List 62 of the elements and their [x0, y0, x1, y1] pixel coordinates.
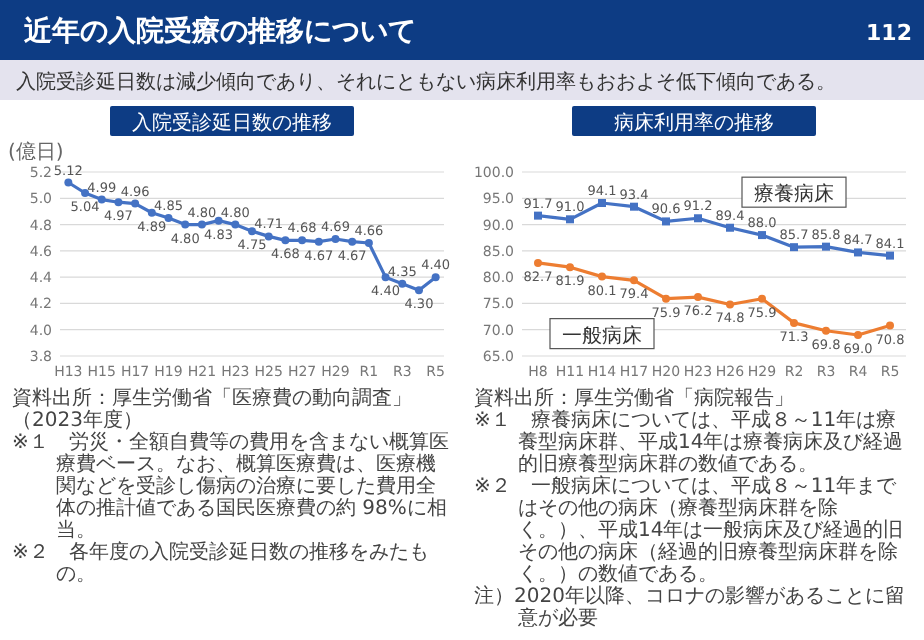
point	[822, 326, 830, 335]
text: 資料出所：厚生労働省「病院報告」	[474, 388, 796, 410]
point	[598, 199, 606, 208]
point	[114, 198, 123, 207]
point	[97, 195, 106, 204]
point	[566, 263, 574, 272]
text: ※２ 一般病床については、平成８～11年まではその他の病床（療養型病床群を除く。）、平成14年は一般病床及び経過的旧その他の病床（経過的旧療養型病床群を除く。）の数値である。	[474, 476, 906, 586]
point	[758, 294, 766, 303]
y-axis-title: (億日)	[8, 140, 64, 164]
text: ※１ 療養病床については、平成８～11年は療養型病床群、平成14年は療養病床及び経過的旧療養型病床群の数値である。	[474, 410, 906, 476]
point	[758, 231, 766, 240]
point	[314, 237, 323, 246]
point	[534, 211, 542, 220]
text: ※２ 各年度の入院受診延日数の推移をみたもの。	[12, 542, 431, 586]
point	[331, 235, 340, 244]
text: 注）2020年以降、コロナの影響があることに留意が必要	[474, 586, 907, 630]
point	[81, 189, 90, 198]
point	[214, 216, 223, 225]
point	[694, 214, 702, 223]
point	[534, 258, 542, 267]
text: 近年の入院受療の推移について	[22, 14, 416, 48]
point	[598, 272, 606, 281]
series-label: 一般病床	[562, 323, 642, 348]
point	[64, 178, 73, 187]
point	[248, 227, 256, 236]
point	[566, 215, 574, 224]
point	[886, 251, 894, 260]
point	[822, 242, 830, 251]
point	[348, 237, 357, 246]
point	[431, 273, 440, 282]
point	[854, 330, 862, 339]
point	[364, 238, 373, 247]
point	[231, 220, 240, 229]
point	[414, 286, 423, 295]
point	[264, 232, 273, 241]
point	[662, 294, 670, 303]
point	[281, 236, 290, 245]
point	[790, 318, 798, 327]
text: 入院受診延日数は減少傾向であり、それにともない病床利用率もおおよそ低下傾向である。	[16, 70, 836, 94]
point	[298, 236, 307, 245]
point	[662, 217, 670, 226]
point	[726, 223, 734, 232]
point	[197, 220, 206, 229]
text: 資料出所：厚生労働省「医療費の動向調査」（2023年度）	[12, 388, 414, 432]
chart-title: 入院受診延日数の推移	[132, 111, 332, 135]
point	[886, 321, 894, 330]
point	[790, 243, 798, 252]
text: ※１ 労災・全額自費等の費用を含まない概算医療費ベース。なお、概算医療費は、医療機関などを受診し傷病の治療に要した費用全体の推計値である国民医療費の約 98%に相当。	[12, 432, 451, 542]
point	[854, 248, 862, 257]
point	[726, 300, 734, 309]
chart-title: 病床利用率の推移	[614, 111, 774, 135]
series-label: 療養病床	[754, 182, 834, 207]
point	[147, 208, 156, 217]
point	[398, 279, 407, 288]
point	[630, 202, 638, 211]
point	[131, 199, 140, 208]
point	[164, 214, 173, 222]
point	[381, 273, 390, 282]
point	[694, 293, 702, 302]
text: 112	[866, 20, 912, 46]
point	[181, 220, 190, 229]
point	[630, 276, 638, 285]
